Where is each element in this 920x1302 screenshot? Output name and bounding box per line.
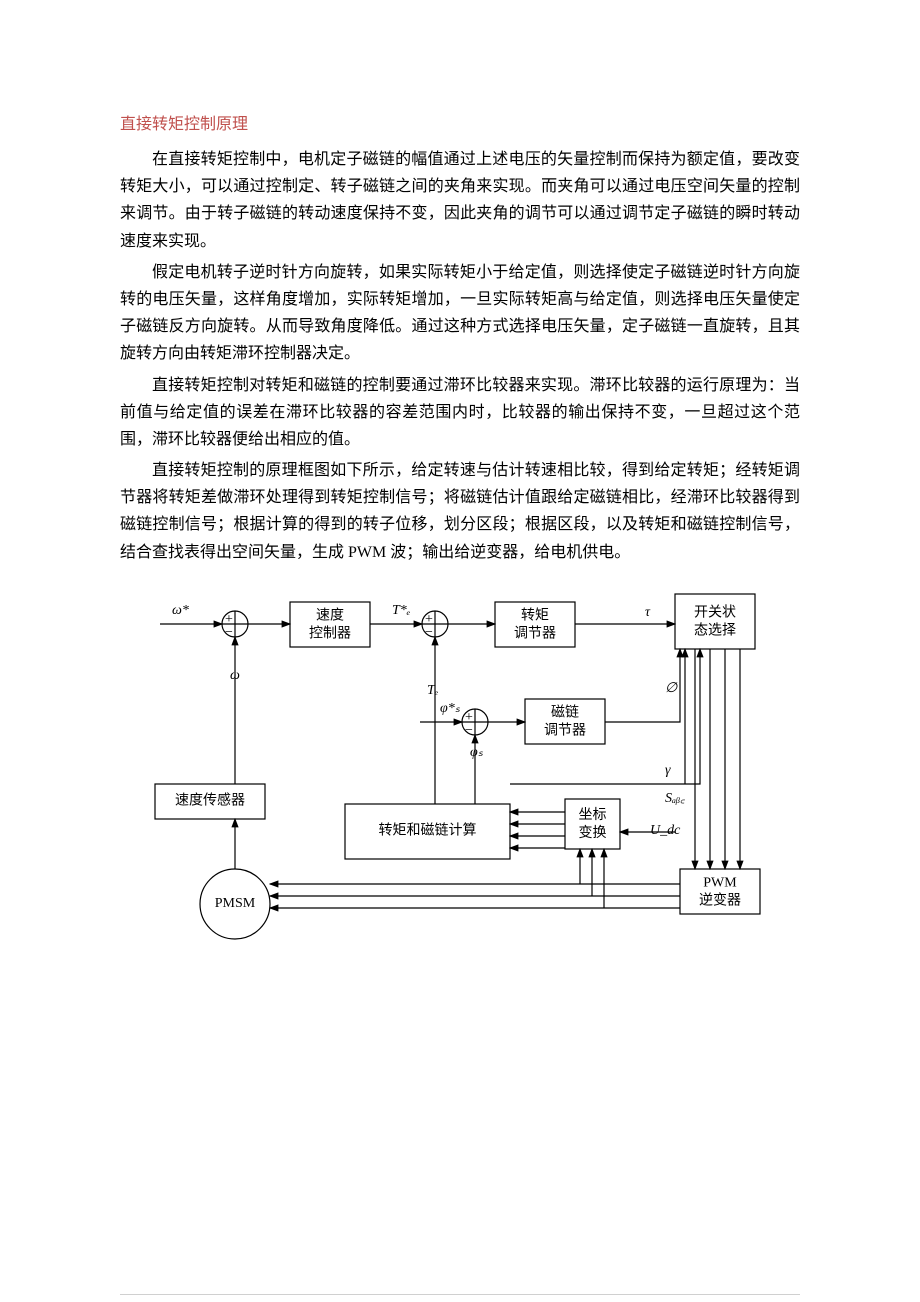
svg-text:控制器: 控制器 bbox=[309, 626, 351, 642]
footer-divider bbox=[120, 1294, 800, 1295]
svg-text:ω*: ω* bbox=[172, 603, 189, 618]
svg-text:开关状: 开关状 bbox=[694, 605, 736, 621]
svg-text:坐标: 坐标 bbox=[579, 807, 607, 823]
svg-text:−: − bbox=[425, 625, 433, 640]
svg-text:∅: ∅ bbox=[665, 681, 678, 696]
svg-text:τ: τ bbox=[645, 605, 651, 620]
svg-text:−: − bbox=[225, 625, 233, 640]
svg-text:态选择: 态选择 bbox=[694, 623, 736, 639]
block-diagram: 速度控制器转矩调节器开关状态选择磁链调节器速度传感器转矩和磁链计算坐标变换PWM… bbox=[120, 584, 800, 984]
svg-text:φₛ: φₛ bbox=[470, 745, 484, 760]
paragraph: 假定电机转子逆时针方向旋转，如果实际转矩小于给定值，则选择使定子磁链逆时针方向旋… bbox=[120, 259, 800, 368]
svg-text:调节器: 调节器 bbox=[514, 626, 556, 642]
svg-text:PWM: PWM bbox=[703, 876, 737, 891]
svg-text:转矩: 转矩 bbox=[521, 608, 549, 624]
svg-text:PMSM: PMSM bbox=[215, 896, 256, 911]
svg-text:T*ₑ: T*ₑ bbox=[392, 603, 411, 618]
svg-text:Tₑ: Tₑ bbox=[427, 683, 439, 698]
svg-text:Sₐᵦ꜀: Sₐᵦ꜀ bbox=[665, 791, 685, 806]
svg-text:变换: 变换 bbox=[579, 824, 607, 841]
svg-text:调节器: 调节器 bbox=[544, 723, 586, 739]
svg-text:−: − bbox=[465, 723, 473, 738]
paragraph: 直接转矩控制的原理框图如下所示，给定转速与估计转速相比较，得到给定转矩；经转矩调… bbox=[120, 457, 800, 566]
svg-text:磁链: 磁链 bbox=[551, 705, 579, 721]
svg-text:φ*ₛ: φ*ₛ bbox=[440, 701, 461, 716]
paragraph: 在直接转矩控制中，电机定子磁链的幅值通过上述电压的矢量控制而保持为额定值，要改变… bbox=[120, 146, 800, 255]
svg-text:速度: 速度 bbox=[316, 608, 344, 624]
svg-text:U_dc: U_dc bbox=[650, 823, 681, 838]
paragraph: 直接转矩控制对转矩和磁链的控制要通过滞环比较器来实现。滞环比较器的运行原理为：当… bbox=[120, 372, 800, 454]
svg-text:速度传感器: 速度传感器 bbox=[175, 792, 245, 809]
svg-text:逆变器: 逆变器 bbox=[699, 893, 741, 909]
svg-text:γ: γ bbox=[665, 763, 671, 778]
svg-text:转矩和磁链计算: 转矩和磁链计算 bbox=[379, 823, 477, 839]
page-title: 直接转矩控制原理 bbox=[120, 110, 800, 134]
